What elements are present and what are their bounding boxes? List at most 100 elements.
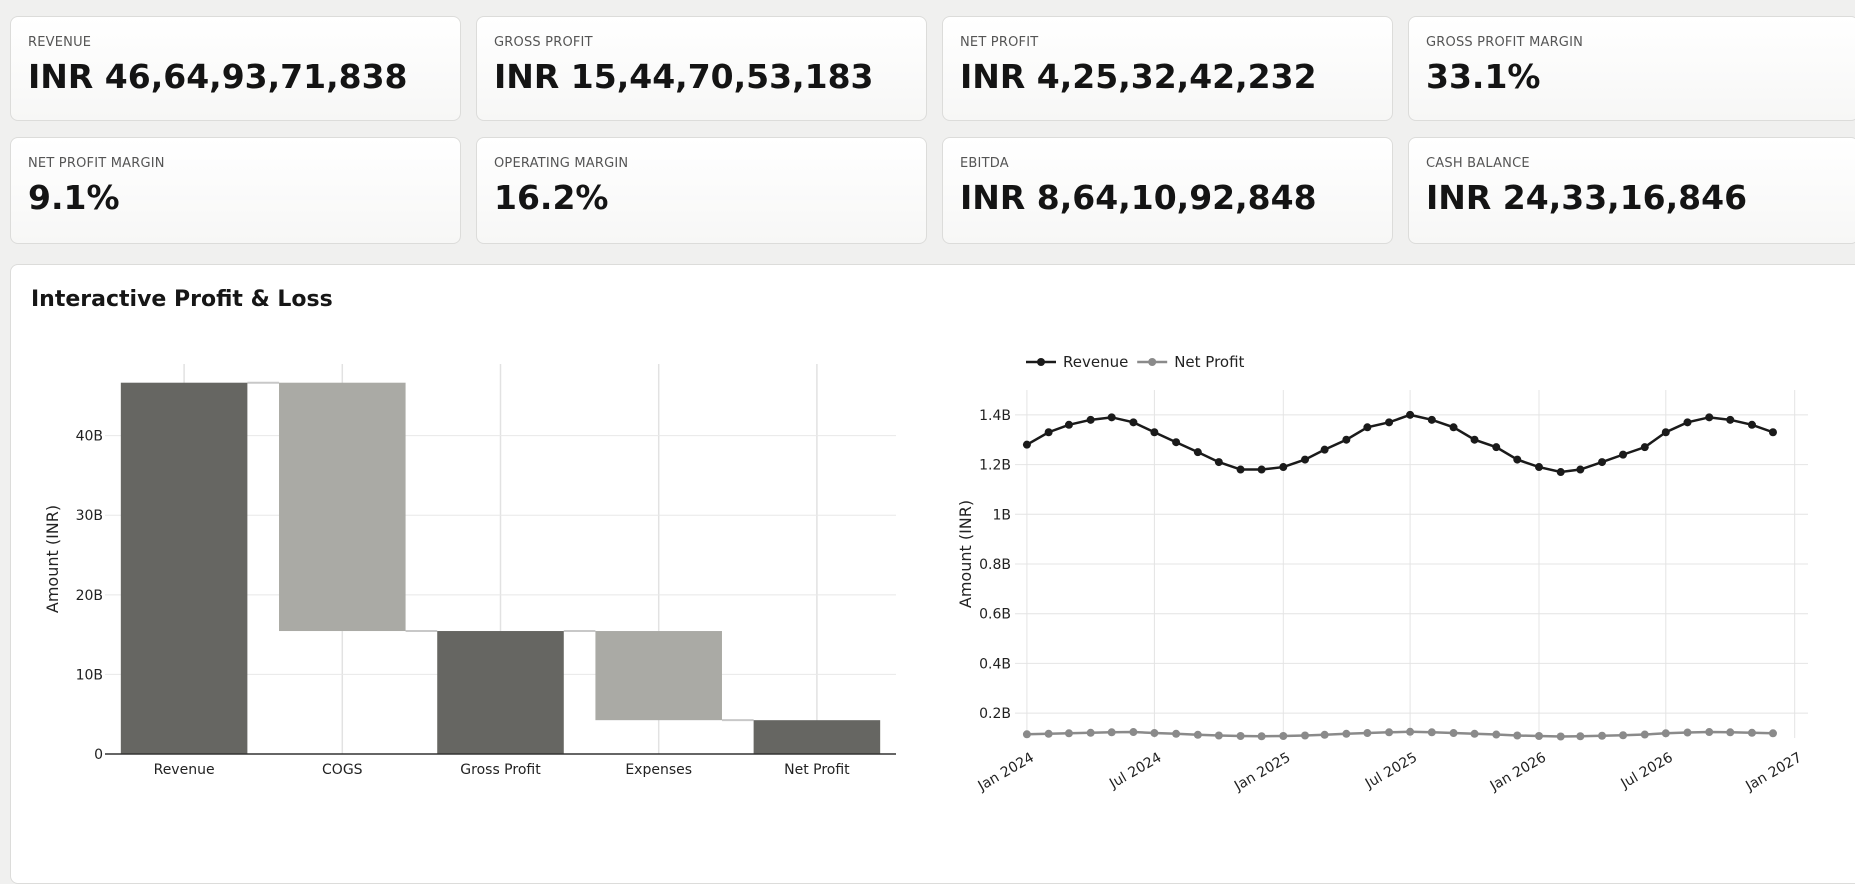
data-point-net-profit[interactable] [1726,728,1735,737]
data-point-revenue[interactable] [1619,450,1628,459]
y-tick-label: 40B [76,429,103,445]
data-point-revenue[interactable] [1044,428,1053,437]
data-point-revenue[interactable] [1492,443,1501,452]
data-point-revenue[interactable] [1747,420,1756,429]
kpi-label: EBITDA [960,156,1009,171]
data-point-revenue[interactable] [1172,438,1181,447]
data-point-revenue[interactable] [1150,428,1159,437]
data-point-revenue[interactable] [1129,418,1138,427]
data-point-net-profit[interactable] [1492,730,1501,739]
x-tick-label: Jan 2024 [975,750,1037,795]
data-point-revenue[interactable] [1022,440,1031,449]
kpi-label: NET PROFIT MARGIN [28,156,165,171]
kpi-label: NET PROFIT [960,35,1039,50]
data-point-net-profit[interactable] [1427,728,1436,737]
data-point-net-profit[interactable] [1193,730,1202,739]
data-point-net-profit[interactable] [1301,731,1310,740]
revenue-net-profit-line-chart[interactable]: 0.2B 0.4B 0.6B 0.8B 1B 1.2B 1.4B Jan 2024 Jul 20… [940,0,1855,852]
data-point-revenue[interactable] [1598,458,1607,467]
data-point-net-profit[interactable] [1385,728,1394,737]
waterfall-chart[interactable]: 0 10B 20B 30B 40B Revenue COGS Gross Profit Expe… [0,0,910,852]
data-point-revenue[interactable] [1363,423,1372,432]
data-point-revenue[interactable] [1406,410,1415,419]
data-point-revenue[interactable] [1257,465,1266,474]
data-point-net-profit[interactable] [1107,728,1116,737]
data-point-revenue[interactable] [1236,465,1245,474]
kpi-label: REVENUE [28,35,92,50]
kpi-label: OPERATING MARGIN [494,156,629,171]
kpi-value: INR 15,44,70,53,183 [494,57,874,96]
data-point-revenue[interactable] [1107,413,1116,422]
x-tick-label: Jan 2027 [1742,750,1804,795]
data-point-revenue[interactable] [1342,435,1351,444]
data-point-net-profit[interactable] [1086,728,1095,737]
data-point-net-profit[interactable] [1598,731,1607,740]
data-point-net-profit[interactable] [1576,732,1585,741]
data-point-revenue[interactable] [1320,445,1329,454]
data-point-revenue[interactable] [1470,435,1479,444]
data-point-revenue[interactable] [1385,418,1394,427]
kpi-value: INR 46,64,93,71,838 [28,57,408,96]
legend-label: Revenue [1063,353,1128,371]
data-point-revenue[interactable] [1279,463,1288,472]
y-tick-label: 30B [76,508,103,524]
y-tick-label: 1.2B [979,458,1011,474]
data-point-net-profit[interactable] [1470,729,1479,738]
data-point-net-profit[interactable] [1214,731,1223,740]
data-point-revenue[interactable] [1301,455,1310,464]
data-point-revenue[interactable] [1683,418,1692,427]
data-point-net-profit[interactable] [1064,729,1073,738]
kpi-value: 9.1% [28,178,120,217]
data-point-revenue[interactable] [1513,455,1522,464]
data-point-net-profit[interactable] [1363,729,1372,738]
data-point-net-profit[interactable] [1705,728,1714,737]
data-point-net-profit[interactable] [1449,729,1458,738]
data-point-revenue[interactable] [1427,415,1436,424]
waterfall-bar-expenses[interactable] [595,631,722,721]
data-point-revenue[interactable] [1214,458,1223,467]
data-point-revenue[interactable] [1086,415,1095,424]
kpi-value: INR 4,25,32,42,232 [960,57,1317,96]
data-point-net-profit[interactable] [1619,731,1628,740]
data-point-net-profit[interactable] [1534,732,1543,741]
data-point-revenue[interactable] [1726,415,1735,424]
data-point-net-profit[interactable] [1022,730,1031,739]
waterfall-bar-net-profit[interactable] [753,720,881,754]
data-point-net-profit[interactable] [1768,729,1777,738]
data-point-net-profit[interactable] [1640,730,1649,739]
x-tick-label: Jul 2024 [1106,750,1164,793]
data-point-revenue[interactable] [1534,463,1543,472]
data-point-net-profit[interactable] [1683,728,1692,737]
data-point-net-profit[interactable] [1406,727,1415,736]
kpi-card-operating-margin: OPERATING MARGIN 16.2% [476,137,927,244]
data-point-net-profit[interactable] [1129,728,1138,737]
data-point-revenue[interactable] [1064,420,1073,429]
data-point-revenue[interactable] [1193,448,1202,457]
series-line-net-profit[interactable] [1026,730,1774,738]
data-point-net-profit[interactable] [1747,728,1756,737]
series-line-revenue[interactable] [1026,413,1774,474]
data-point-net-profit[interactable] [1150,729,1159,738]
waterfall-bar-gross-profit[interactable] [437,631,564,754]
data-point-net-profit[interactable] [1236,732,1245,741]
data-point-net-profit[interactable] [1257,732,1266,741]
data-point-net-profit[interactable] [1172,729,1181,738]
data-point-net-profit[interactable] [1320,730,1329,739]
waterfall-bar-cogs[interactable] [279,382,406,632]
data-point-net-profit[interactable] [1661,729,1670,738]
data-point-revenue[interactable] [1640,443,1649,452]
waterfall-bar-revenue[interactable] [120,382,248,754]
y-tick-label: 0 [94,747,103,763]
data-point-revenue[interactable] [1449,423,1458,432]
data-point-revenue[interactable] [1556,468,1565,477]
data-point-net-profit[interactable] [1044,729,1053,738]
y-tick-label: 0.2B [979,706,1011,722]
data-point-net-profit[interactable] [1279,732,1288,741]
data-point-revenue[interactable] [1768,428,1777,437]
data-point-net-profit[interactable] [1513,731,1522,740]
data-point-revenue[interactable] [1705,413,1714,422]
data-point-net-profit[interactable] [1556,732,1565,741]
data-point-revenue[interactable] [1661,428,1670,437]
data-point-net-profit[interactable] [1342,729,1351,738]
data-point-revenue[interactable] [1576,465,1585,474]
